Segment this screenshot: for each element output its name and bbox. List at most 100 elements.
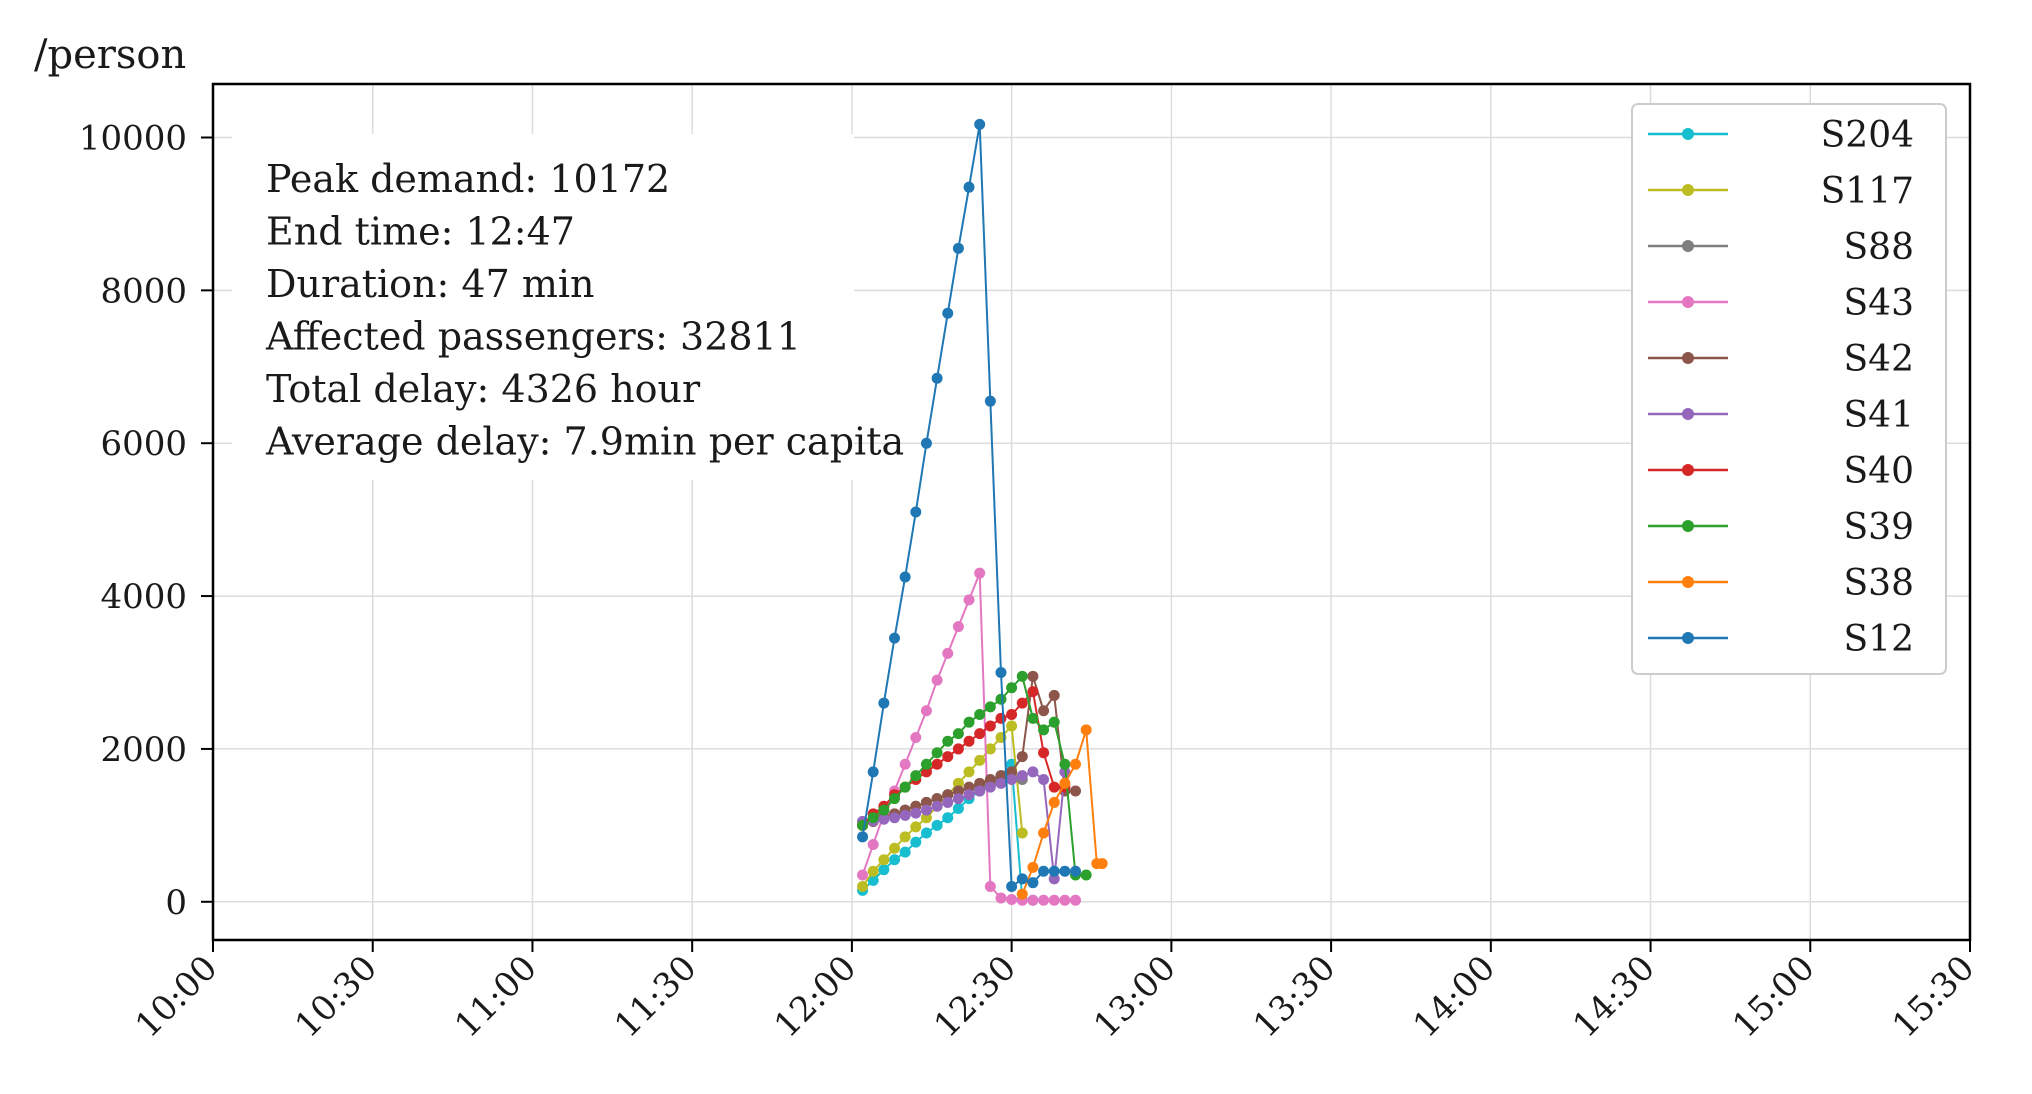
data-point	[889, 632, 901, 644]
data-point	[878, 697, 890, 709]
data-point	[899, 846, 911, 858]
data-point	[984, 774, 996, 785]
data-point	[952, 785, 964, 797]
data-point	[1038, 747, 1050, 759]
y-tick-label: 10000	[79, 119, 187, 159]
data-point	[857, 831, 869, 843]
data-point	[910, 770, 922, 782]
annotation-line: Duration: 47 min	[266, 262, 595, 306]
data-point	[1038, 894, 1050, 906]
legend-label: S39	[1844, 507, 1914, 548]
annotation-line: Peak demand: 10172	[266, 157, 670, 201]
legend-swatch-marker	[1682, 128, 1694, 140]
data-point	[1048, 716, 1060, 728]
data-point	[952, 242, 964, 254]
data-point	[1038, 724, 1050, 736]
data-point	[1038, 827, 1050, 839]
annotation-box: Peak demand: 10172 End time: 12:47 Duratio…	[232, 134, 904, 480]
data-point	[1006, 893, 1018, 905]
data-point	[942, 789, 954, 801]
legend-swatch-marker	[1682, 184, 1694, 196]
data-point	[857, 819, 869, 831]
data-point	[857, 869, 869, 881]
data-point	[974, 118, 986, 130]
data-point	[931, 800, 943, 812]
data-point	[995, 777, 1007, 789]
data-point	[1016, 751, 1028, 763]
legend-label: S42	[1844, 339, 1914, 380]
data-point	[984, 881, 996, 892]
data-point	[920, 796, 932, 808]
plot-frame	[211, 82, 1972, 942]
data-point	[974, 567, 986, 579]
data-point	[1070, 865, 1082, 877]
data-point	[974, 728, 986, 740]
data-point	[1027, 712, 1039, 724]
data-point	[920, 827, 932, 839]
legend-item-S43: S43	[1648, 283, 1914, 324]
data-point	[889, 793, 901, 805]
data-point	[920, 437, 932, 449]
legend-item-S41: S41	[1648, 395, 1914, 436]
data-point	[984, 395, 996, 407]
legend-label: S12	[1844, 619, 1914, 660]
data-point	[1059, 777, 1071, 789]
data-point	[867, 874, 879, 886]
data-point	[1059, 865, 1071, 877]
legend-item-S38: S38	[1648, 563, 1914, 604]
legend-swatch-marker	[1682, 632, 1694, 644]
data-point	[963, 594, 975, 606]
legend-label: S43	[1844, 283, 1914, 324]
data-point	[1006, 774, 1018, 785]
legend-label: S204	[1821, 115, 1914, 156]
data-point	[899, 831, 911, 843]
data-point	[920, 804, 932, 816]
data-point	[931, 819, 943, 831]
legend-item-S40: S40	[1648, 451, 1914, 492]
data-point	[910, 731, 922, 743]
data-point	[1027, 686, 1039, 698]
data-point	[931, 372, 943, 384]
series-line	[861, 675, 1087, 877]
legend-item-S117: S117	[1648, 171, 1914, 212]
data-point	[1038, 865, 1050, 877]
legend-item-S204: S204	[1648, 115, 1914, 156]
legend-item-S88: S88	[1648, 227, 1914, 268]
data-point	[995, 892, 1007, 904]
series-line	[861, 725, 1024, 888]
data-point	[942, 751, 954, 763]
data-point	[1080, 724, 1092, 736]
data-point	[995, 693, 1007, 705]
data-point	[974, 777, 986, 789]
data-point	[1027, 861, 1039, 873]
data-point	[1048, 894, 1060, 906]
data-point	[1096, 858, 1108, 870]
data-point	[931, 758, 943, 770]
data-point	[920, 766, 932, 778]
data-point	[952, 793, 964, 805]
legend-swatch-marker	[1682, 520, 1694, 532]
data-point	[1016, 770, 1028, 782]
data-point	[1006, 881, 1018, 892]
data-point	[1027, 670, 1039, 682]
data-point	[952, 621, 964, 633]
y-tick-label: 4000	[100, 577, 187, 617]
legend-swatch-marker	[1682, 352, 1694, 364]
data-point	[1059, 758, 1071, 770]
data-point	[963, 735, 975, 747]
data-point	[910, 807, 922, 819]
data-point	[920, 758, 932, 770]
data-point	[920, 812, 932, 824]
annotation-line: End time: 12:47	[266, 210, 575, 254]
legend-label: S88	[1844, 227, 1914, 268]
data-point	[1070, 894, 1082, 906]
data-point	[1016, 697, 1028, 709]
data-point	[952, 728, 964, 740]
data-point	[931, 793, 943, 805]
data-point	[963, 766, 975, 778]
legend-item-S12: S12	[1648, 619, 1914, 660]
legend-swatch-marker	[1682, 240, 1694, 252]
data-point	[1027, 894, 1039, 906]
legend-label: S40	[1844, 451, 1914, 492]
series-lines	[857, 118, 1108, 906]
